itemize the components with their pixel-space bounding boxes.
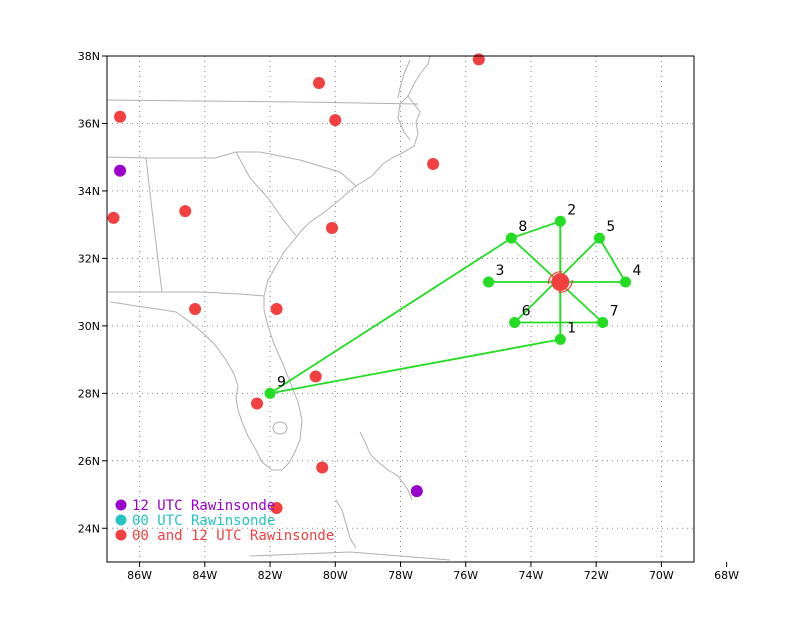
flight-track-segment (511, 220, 561, 240)
y-tick-label: 26N (78, 455, 100, 468)
y-tick-label: 28N (78, 387, 100, 400)
legend-marker (115, 499, 127, 511)
rawinsonde-marker-00-12utc (309, 370, 322, 383)
border-alabama-georgia (145, 157, 163, 293)
rawinsonde-marker-00-12utc (316, 461, 329, 474)
lake-okeechobee (272, 421, 288, 435)
drop-point-marker (593, 232, 605, 244)
border-north-carolina-south (107, 151, 357, 187)
legend-label: 00 and 12 UTC Rawinsonde (132, 528, 334, 544)
rawinsonde-marker-00-12utc (329, 114, 342, 127)
y-tick-label: 32N (78, 252, 100, 265)
drop-point-marker (597, 316, 609, 328)
x-tick-label: 68W (714, 569, 739, 582)
drop-point-marker (620, 276, 632, 288)
rawinsonde-marker-00-12utc (270, 502, 283, 515)
x-tick-label: 80W (323, 569, 348, 582)
coastlines-and-borders (107, 56, 451, 561)
drop-point-marker (509, 316, 521, 328)
rawinsonde-marker-00-12utc (114, 110, 127, 123)
drop-point-labels: 1 2 3 4 5 6 7 8 9 (277, 202, 641, 390)
drop-point-markers (264, 215, 632, 399)
chesapeake-bay (397, 95, 411, 141)
florida-gulf-coastline (109, 301, 282, 471)
x-tick-label: 76W (453, 569, 478, 582)
x-tick-label: 70W (649, 569, 674, 582)
legend-marker (115, 514, 127, 526)
rawinsonde-marker-00-12utc (472, 53, 485, 66)
axis-ticks: 86W 84W 82W 80W 78W 76W 74W 72W 70W 68W 24N 26N 28N 3… (78, 50, 739, 582)
storm-center (547, 271, 573, 293)
rawinsonde-marker-00-12utc (251, 397, 264, 410)
x-tick-label: 86W (127, 569, 152, 582)
cuba-coast (249, 551, 451, 561)
flight-track-segment (598, 237, 627, 283)
y-tick-label: 34N (78, 185, 100, 198)
flight-track-segment (269, 237, 512, 395)
border-virginia-north-carolina (107, 99, 419, 105)
x-tick-label: 84W (192, 569, 217, 582)
x-tick-label: 82W (258, 569, 283, 582)
drop-point-label: 1 (567, 320, 576, 336)
rawinsonde-marker-00-12utc (270, 303, 283, 315)
rawinsonde-purple-markers (114, 164, 423, 498)
drop-point-marker (554, 333, 566, 345)
rawinsonde-marker-00-12utc (189, 303, 202, 315)
drop-point-label: 7 (610, 303, 619, 319)
drop-point-label: 4 (633, 263, 642, 279)
drop-point-label: 5 (606, 219, 615, 235)
hurricane-symbol-arm (558, 279, 573, 293)
drop-point-marker (264, 387, 276, 399)
x-tick-label: 78W (388, 569, 413, 582)
drop-point-label: 3 (496, 263, 505, 279)
delmarva-coast (397, 59, 411, 99)
border-georgia-south-carolina (235, 151, 297, 237)
y-tick-label: 30N (78, 320, 100, 333)
bahamas-andros (335, 499, 357, 549)
legend-label: 00 UTC Rawinsonde (132, 513, 275, 529)
rawinsonde-marker-00-12utc (326, 222, 339, 235)
rawinsonde-red-markers (107, 53, 485, 515)
rawinsonde-marker-00-12utc (107, 211, 120, 224)
drop-point-label: 9 (277, 374, 286, 390)
y-tick-label: 38N (78, 50, 100, 63)
legend-marker (115, 529, 127, 541)
y-tick-label: 36N (78, 117, 100, 130)
border-florida-georgia (162, 291, 265, 297)
drop-point-marker (554, 215, 566, 227)
storm-center-marker (551, 273, 570, 292)
rawinsonde-marker-00-12utc (427, 157, 440, 170)
rawinsonde-marker-12utc (410, 485, 423, 498)
rawinsonde-marker-00-12utc (179, 205, 192, 218)
rawinsonde-marker-00-12utc (312, 76, 325, 89)
drop-point-label: 2 (567, 202, 576, 218)
us-east-coastline (263, 56, 431, 471)
rawinsonde-marker-12utc (114, 164, 127, 177)
x-tick-label: 72W (584, 569, 609, 582)
hurricane-symbol-arm (547, 271, 563, 285)
drop-point-label: 8 (518, 219, 527, 235)
bahamas-islands (359, 431, 413, 501)
y-tick-label: 24N (78, 522, 100, 535)
drop-point-label: 6 (522, 303, 531, 319)
drop-point-marker (505, 232, 517, 244)
flight-track-segment (269, 338, 561, 395)
flight-track (269, 220, 627, 395)
x-tick-label: 74W (519, 569, 544, 582)
legend-label: 12 UTC Rawinsonde (132, 498, 275, 514)
drop-point-marker (483, 276, 495, 288)
